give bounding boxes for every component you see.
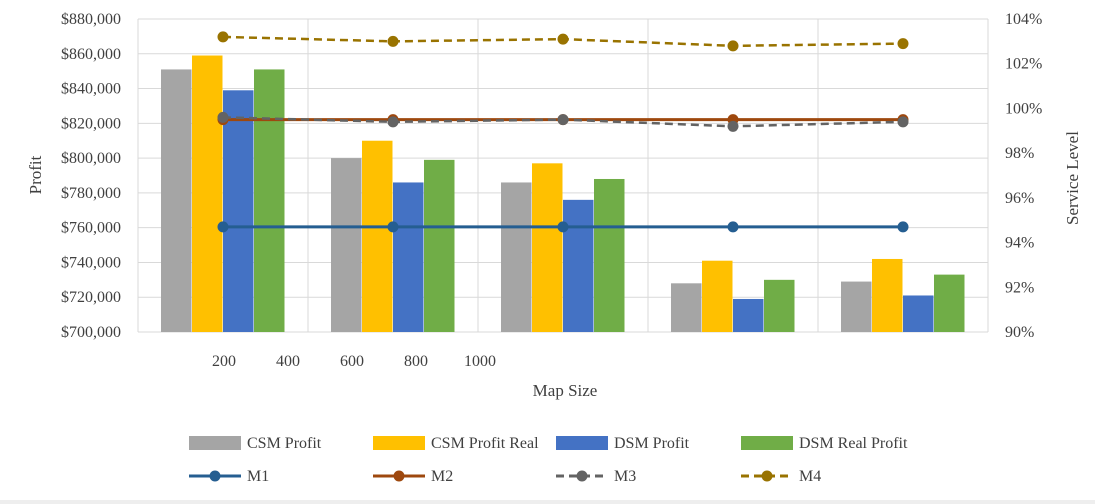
bar — [501, 182, 532, 332]
series-point — [557, 33, 569, 45]
y-tick-label: $800,000 — [61, 150, 121, 167]
bar — [934, 274, 965, 332]
bar — [903, 295, 934, 332]
bar — [362, 140, 393, 332]
series-point — [217, 221, 229, 233]
bar — [424, 159, 455, 332]
bottom-divider — [0, 500, 1095, 504]
y-tick-label: $820,000 — [61, 115, 121, 132]
bar — [733, 298, 764, 332]
y2-tick-label: 102% — [1005, 56, 1042, 73]
series-point — [897, 38, 909, 50]
series-point — [727, 40, 739, 52]
bar — [161, 69, 192, 332]
y-tick-label: $840,000 — [61, 81, 121, 98]
y-tick-label: $740,000 — [61, 254, 121, 271]
y2-tick-label: 94% — [1005, 235, 1034, 252]
y-tick-label: $880,000 — [61, 11, 121, 28]
x-tick-label: 1000 — [464, 353, 496, 370]
series-point — [217, 31, 229, 43]
bar-marks — [161, 55, 965, 333]
y-tick-label: $780,000 — [61, 185, 121, 202]
legend-swatch — [556, 436, 608, 450]
legend-swatch — [741, 436, 793, 450]
series-point — [727, 120, 739, 132]
y-tick-label: $720,000 — [61, 289, 121, 306]
y-tick-label: $760,000 — [61, 220, 121, 237]
y2-tick-label: 92% — [1005, 279, 1034, 296]
y-tick-label: $860,000 — [61, 46, 121, 63]
series-point — [387, 116, 399, 128]
y2-tick-label: 100% — [1005, 100, 1042, 117]
y2-axis-label: Service Level — [1063, 131, 1082, 225]
series-point — [217, 111, 229, 123]
legend-label: CSM Profit — [247, 435, 322, 452]
series-point — [897, 116, 909, 128]
x-axis-label: Map Size — [533, 381, 598, 400]
y2-tick-label: 96% — [1005, 190, 1034, 207]
bar — [192, 55, 223, 333]
series-point — [557, 221, 569, 233]
legend-label: CSM Profit Real — [431, 435, 539, 452]
x-tick-label: 200 — [212, 353, 236, 370]
y2-tick-label: 104% — [1005, 11, 1042, 28]
series-point — [387, 221, 399, 233]
legend: CSM Profit CSM Profit Real DSM Profit DSM R… — [189, 435, 908, 485]
x-tick-label: 400 — [276, 353, 300, 370]
legend-swatch — [373, 436, 425, 450]
legend-marker — [761, 470, 773, 482]
series-point — [727, 221, 739, 233]
bar — [393, 182, 424, 332]
bar — [872, 258, 903, 332]
series-point — [557, 114, 569, 126]
bar — [702, 260, 733, 332]
legend-label: M2 — [431, 468, 453, 485]
bar — [331, 158, 362, 332]
y2-tick-label: 90% — [1005, 324, 1034, 341]
axes: $700,000 $720,000 $740,000 $760,000 $780,000… — [61, 11, 1042, 370]
legend-label: DSM Profit — [614, 435, 690, 452]
bar — [532, 163, 563, 332]
legend-label: DSM Real Profit — [799, 435, 908, 452]
line-marks — [217, 31, 909, 233]
bar — [594, 178, 625, 332]
bar — [254, 69, 285, 332]
legend-swatch — [189, 436, 241, 450]
series-point — [387, 35, 399, 47]
series-point — [897, 221, 909, 233]
legend-label: M3 — [614, 468, 636, 485]
y2-tick-label: 98% — [1005, 145, 1034, 162]
y-tick-label: $700,000 — [61, 324, 121, 341]
bar — [223, 90, 254, 333]
legend-marker — [576, 470, 588, 482]
legend-marker — [393, 470, 405, 482]
x-tick-label: 800 — [404, 353, 428, 370]
bar — [841, 281, 872, 332]
legend-label: M1 — [247, 468, 269, 485]
bar — [764, 279, 795, 332]
x-tick-label: 600 — [340, 353, 364, 370]
y-axis-label: Profit — [26, 155, 45, 194]
bar — [563, 199, 594, 332]
legend-label: M4 — [799, 468, 821, 485]
legend-marker — [209, 470, 221, 482]
bar — [671, 283, 702, 332]
